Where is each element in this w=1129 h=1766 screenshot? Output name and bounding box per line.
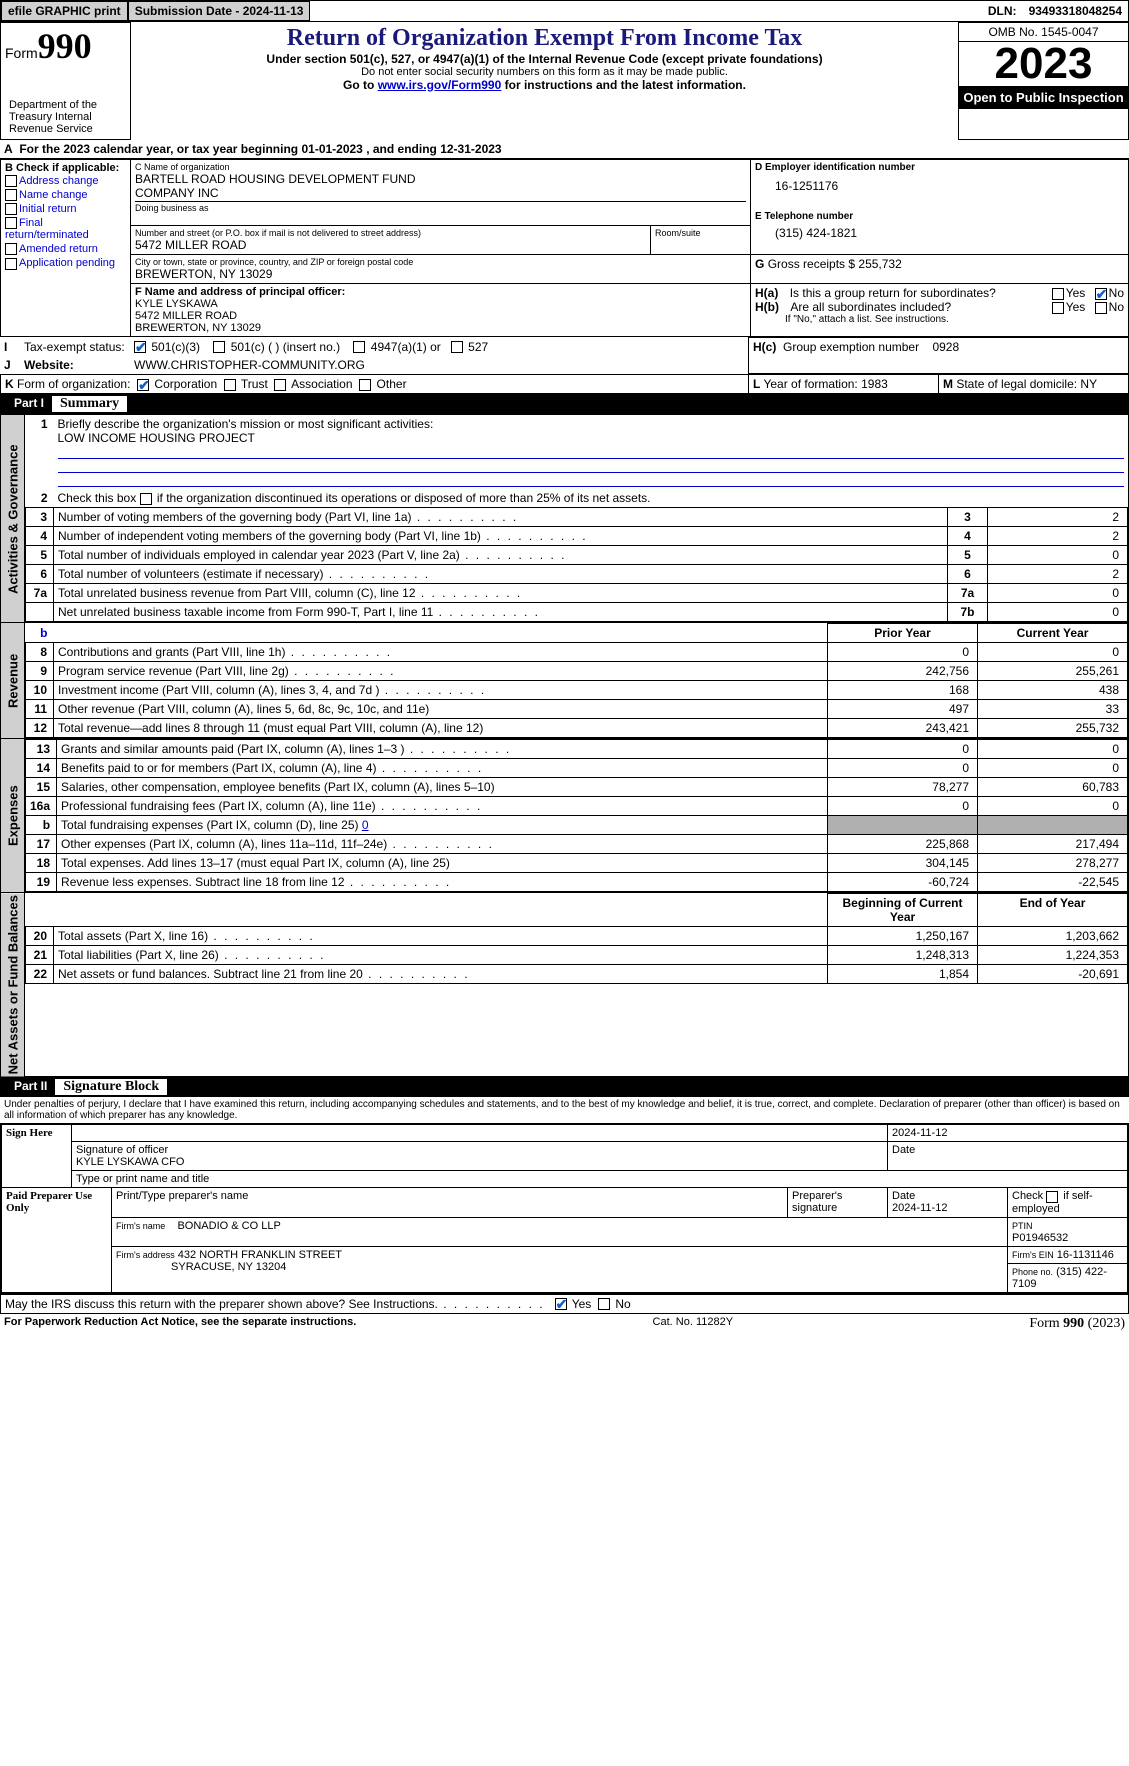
checkbox-discuss-no[interactable] [598, 1298, 610, 1310]
val-7a: 0 [988, 584, 1128, 603]
entity-block: B Check if applicable: Address change Na… [0, 159, 1129, 337]
officer-sig-name: KYLE LYSKAWA CFO [76, 1156, 184, 1168]
status-block: I Tax-exempt status: 501(c)(3) 501(c) ( … [0, 337, 1129, 374]
checkbox-other[interactable] [359, 379, 371, 391]
vtab-revenue: Revenue [1, 623, 25, 739]
checkbox-527[interactable] [451, 341, 463, 353]
checkbox-501c3[interactable] [134, 341, 146, 353]
discuss-row: May the IRS discuss this return with the… [0, 1294, 1129, 1314]
firm-addr-1: 432 NORTH FRANKLIN STREET [178, 1249, 342, 1261]
checkbox-corporation[interactable] [137, 379, 149, 391]
city-label: City or town, state or province, country… [135, 257, 746, 267]
irs-link[interactable]: www.irs.gov/Form990 [378, 78, 502, 92]
val-7b: 0 [988, 603, 1128, 622]
goto-line: Go to www.irs.gov/Form990 for instructio… [135, 78, 954, 92]
form-number: 990 [38, 26, 92, 66]
firm-name: BONADIO & CO LLP [177, 1220, 280, 1232]
part-2-bar: Part II Signature Block [0, 1077, 1129, 1097]
dln-label: DLN: [982, 2, 1023, 20]
state-domicile: NY [1080, 377, 1097, 391]
vtab-activities: Activities & Governance [1, 415, 25, 623]
line-a: A For the 2023 calendar year, or tax yea… [0, 140, 1129, 159]
vtab-netassets: Net Assets or Fund Balances [1, 893, 25, 1077]
val-4: 2 [988, 527, 1128, 546]
checkbox-hb-no[interactable] [1095, 302, 1107, 314]
dln-value: 93493318048254 [1023, 2, 1128, 20]
sign-here-label: Sign Here [2, 1125, 72, 1188]
val-5: 0 [988, 546, 1128, 565]
room-label: Room/suite [655, 228, 746, 238]
top-bar: efile GRAPHIC print Submission Date - 20… [0, 0, 1129, 22]
checkbox-discontinued[interactable] [140, 493, 152, 505]
checkbox-self-employed[interactable] [1046, 1191, 1058, 1203]
i-label: Tax-exempt status: [20, 338, 130, 356]
mission-text: LOW INCOME HOUSING PROJECT [58, 431, 255, 445]
line-2: Check this box if the organization disco… [54, 489, 1128, 508]
j-letter: J [4, 358, 11, 372]
paid-preparer-label: Paid Preparer Use Only [2, 1188, 112, 1292]
checkbox-initial-return[interactable] [5, 203, 17, 215]
street-value: 5472 MILLER ROAD [135, 238, 646, 252]
street-label: Number and street (or P.O. box if mail i… [135, 228, 646, 238]
vtab-expenses: Expenses [1, 739, 25, 893]
j-label: Website: [24, 358, 74, 372]
klm-row: K Form of organization: Corporation Trus… [0, 374, 1129, 394]
form-title: Return of Organization Exempt From Incom… [135, 25, 954, 52]
summary-table: Activities & Governance 1 Briefly descri… [0, 414, 1129, 1077]
val-3: 2 [988, 508, 1128, 527]
h-note: If "No," attach a list. See instructions… [755, 314, 1124, 325]
checkbox-application-pending[interactable] [5, 258, 17, 270]
header-table: Form990 Department of the Treasury Inter… [0, 22, 1129, 140]
form-word: Form [5, 45, 38, 61]
phone-value: (315) 424-1821 [755, 222, 1124, 240]
year-formation: 1983 [861, 377, 888, 391]
efile-button[interactable]: efile GRAPHIC print [1, 1, 128, 21]
checkbox-4947[interactable] [353, 341, 365, 353]
checkbox-address-change[interactable] [5, 175, 17, 187]
open-inspection: Open to Public Inspection [959, 86, 1128, 109]
checkbox-final-return[interactable] [5, 217, 17, 229]
officer-street: 5472 MILLER ROAD [135, 310, 746, 322]
checkbox-amended-return[interactable] [5, 243, 17, 255]
checkbox-trust[interactable] [224, 379, 236, 391]
subtitle-1: Under section 501(c), 527, or 4947(a)(1)… [135, 52, 954, 66]
c-label: C Name of organization [135, 162, 746, 172]
officer-city: BREWERTON, NY 13029 [135, 322, 746, 334]
org-name-1: BARTELL ROAD HOUSING DEVELOPMENT FUND [135, 172, 746, 186]
checkbox-hb-yes[interactable] [1052, 302, 1064, 314]
tax-year: 2023 [959, 42, 1128, 86]
checkbox-ha-no[interactable] [1095, 288, 1107, 300]
city-value: BREWERTON, NY 13029 [135, 267, 746, 281]
subtitle-2: Do not enter social security numbers on … [135, 66, 954, 78]
org-name-2: COMPANY INC [135, 186, 746, 200]
checkbox-discuss-yes[interactable] [555, 1298, 567, 1310]
i-letter: I [4, 340, 7, 354]
h-a-row: H(a) Is this a group return for subordin… [755, 286, 1124, 300]
val-6: 2 [988, 565, 1128, 584]
d-label: D Employer identification number [755, 162, 1124, 173]
checkbox-501c[interactable] [213, 341, 225, 353]
page-footer: For Paperwork Reduction Act Notice, see … [0, 1314, 1129, 1334]
dept-treasury: Department of the Treasury Internal Reve… [5, 97, 126, 137]
e-label: E Telephone number [755, 211, 1124, 222]
ptin: P01946532 [1012, 1232, 1068, 1244]
submission-date: Submission Date - 2024-11-13 [128, 1, 311, 21]
dba-label: Doing business as [135, 203, 746, 213]
signature-block: Sign Here 2024-11-12 Signature of office… [0, 1123, 1129, 1293]
firm-addr-2: SYRACUSE, NY 13204 [171, 1261, 286, 1273]
f-label: F Name and address of principal officer: [135, 286, 746, 298]
officer-name: KYLE LYSKAWA [135, 298, 746, 310]
h-c: H(c) Group exemption number 0928 [749, 338, 1129, 374]
ein-value: 16-1251176 [755, 173, 1124, 193]
firm-ein: 16-1131146 [1057, 1249, 1114, 1261]
checkbox-ha-yes[interactable] [1052, 288, 1064, 300]
box-b: B Check if applicable: Address change Na… [1, 160, 131, 337]
h-b-row: H(b) Are all subordinates included? Yes … [755, 300, 1124, 314]
g-line: G Gross receipts $ 255,732 [755, 257, 1124, 271]
part-1-bar: Part I Summary [0, 394, 1129, 414]
checkbox-name-change[interactable] [5, 189, 17, 201]
website-value: WWW.CHRISTOPHER-COMMUNITY.ORG [130, 356, 749, 374]
perjury-text: Under penalties of perjury, I declare th… [0, 1097, 1129, 1123]
checkbox-association[interactable] [274, 379, 286, 391]
